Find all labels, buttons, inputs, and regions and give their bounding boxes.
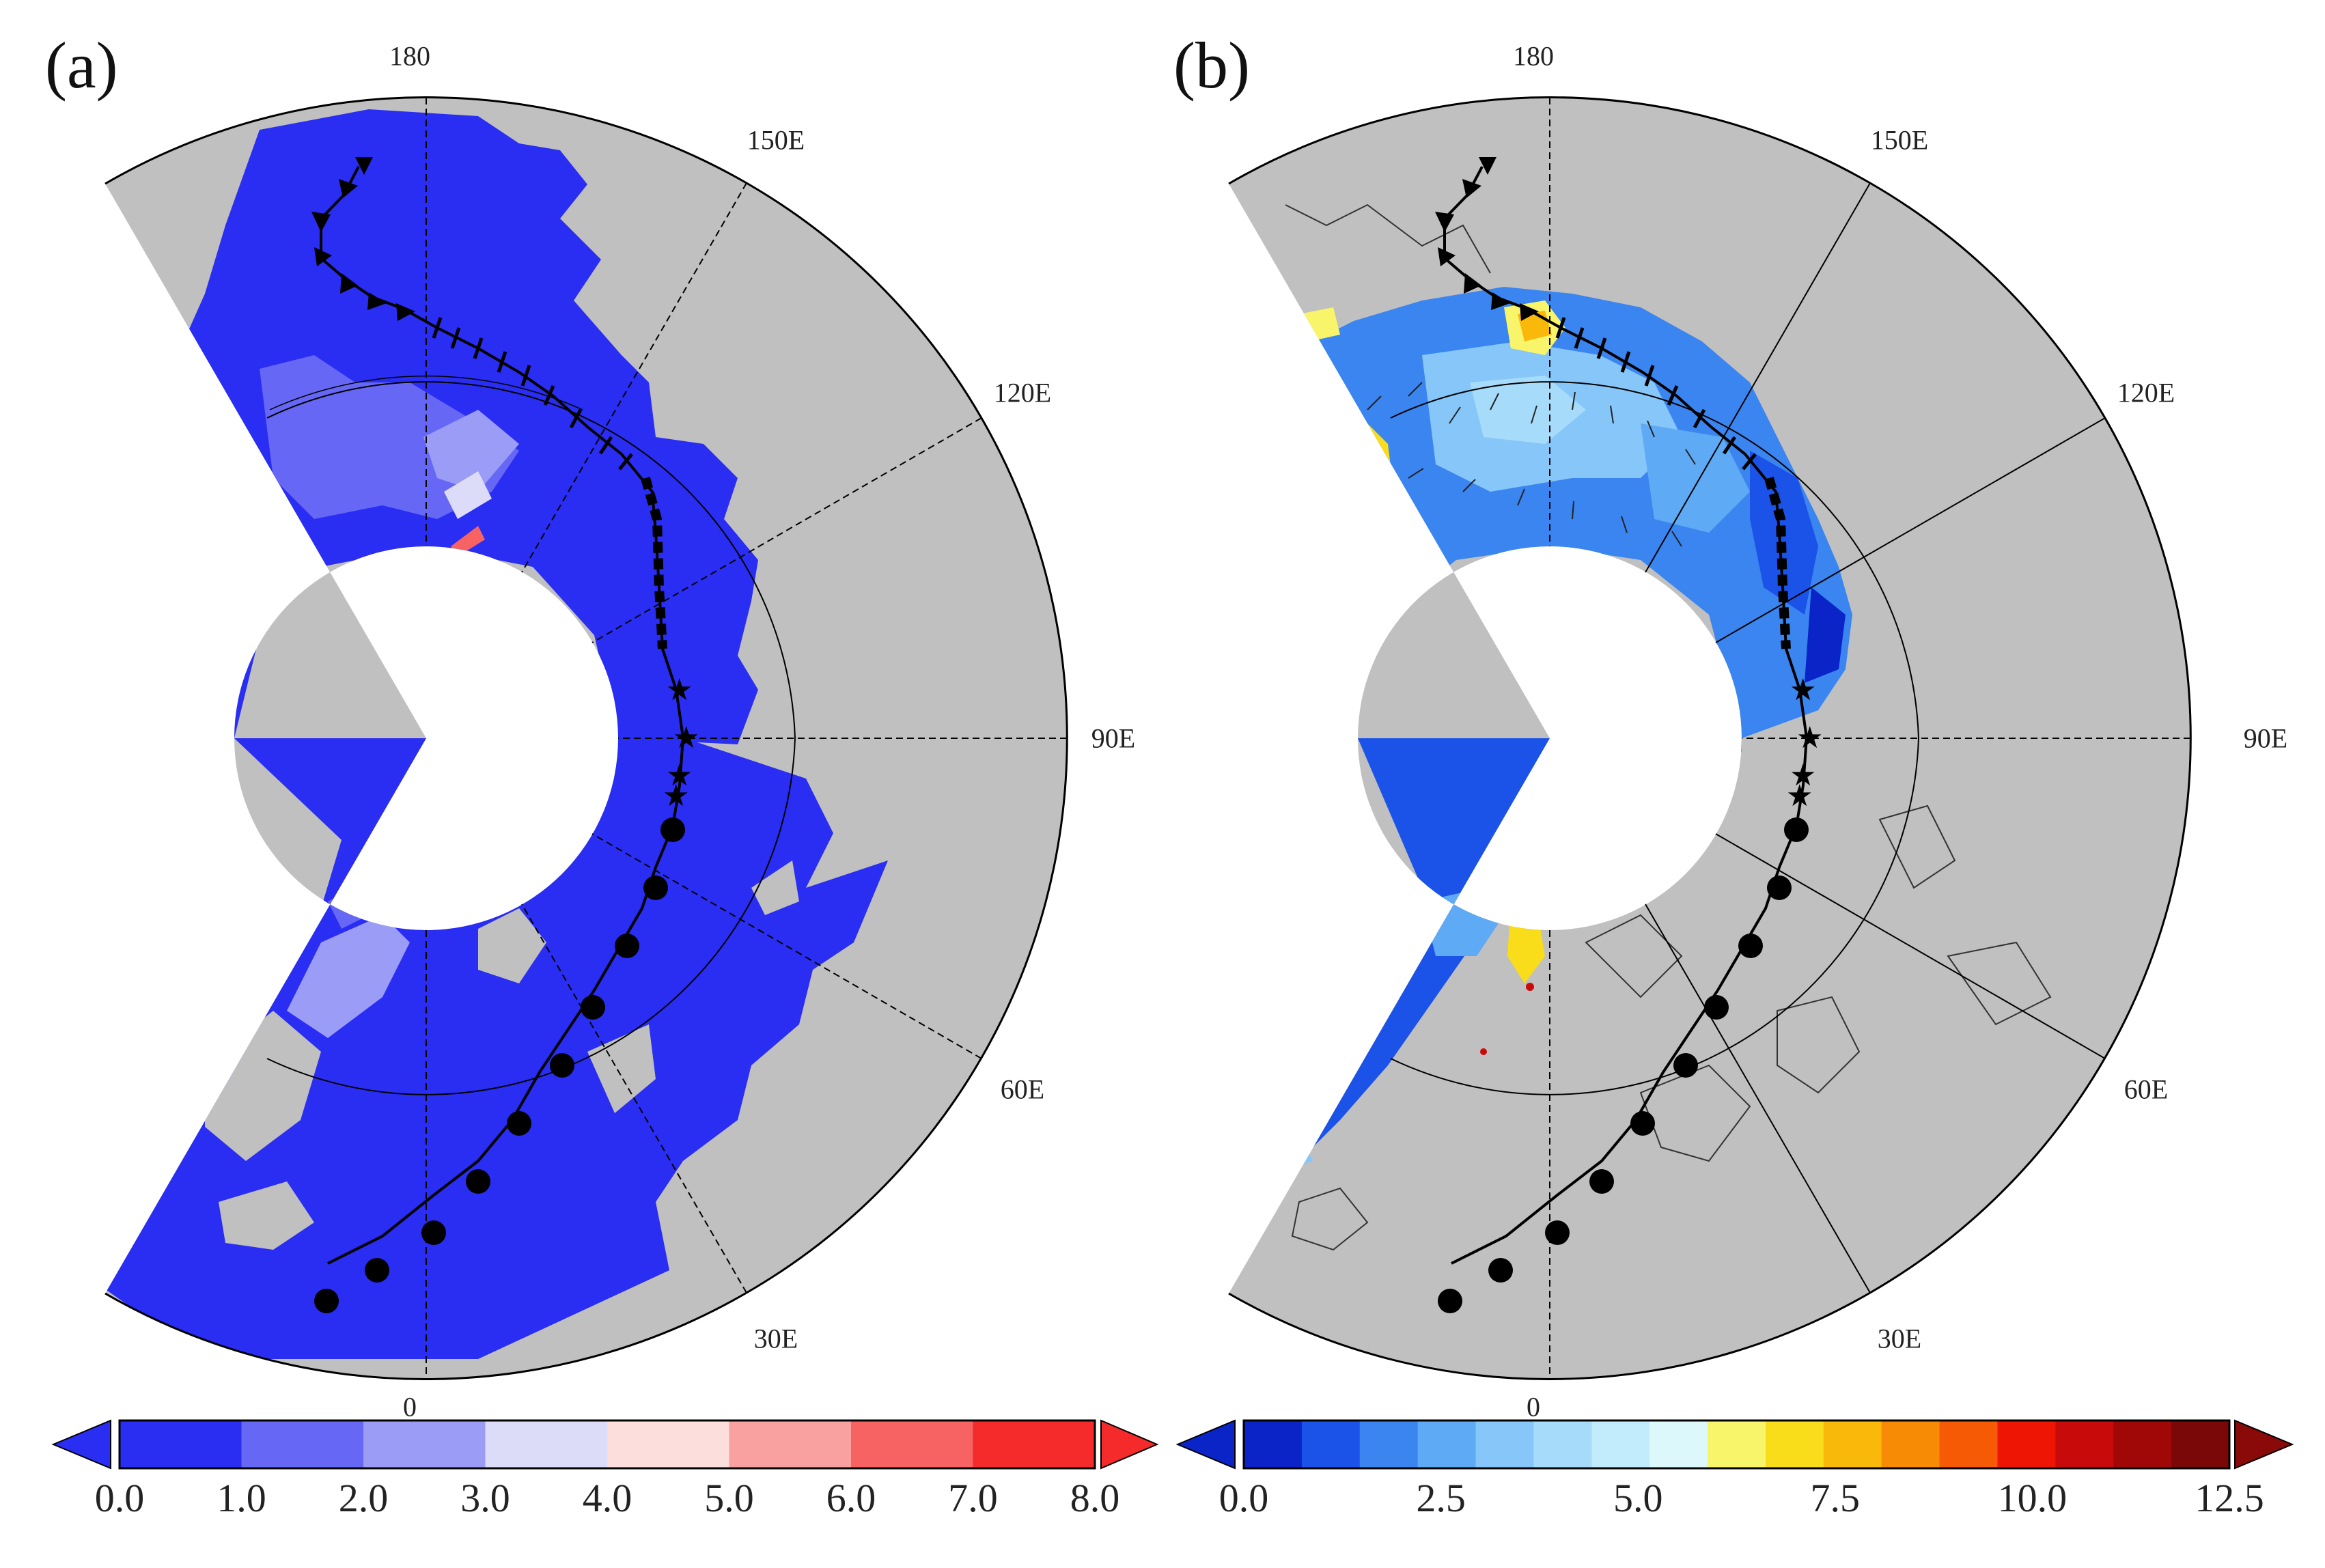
field-south — [1244, 738, 1742, 1161]
svg-text:★: ★ — [666, 758, 693, 793]
lon-label-30e: 30E — [1877, 1323, 1922, 1354]
colorbar-tick-label: 12.5 — [2195, 1476, 2264, 1520]
storm-track: ★★ ★★ — [311, 157, 699, 1313]
svg-text:★: ★ — [663, 779, 689, 813]
colorbar-cell — [1359, 1420, 1419, 1468]
colorbar-cell — [2171, 1420, 2230, 1468]
colorbar — [1175, 1419, 2294, 1470]
colorbar-cell — [1765, 1420, 1824, 1468]
colorbar-cell — [1417, 1420, 1477, 1468]
polar-map: ★★ ★★ — [1175, 96, 2294, 1470]
colorbar-tick-label: 0.0 — [1219, 1476, 1269, 1520]
colorbar-cell — [1939, 1420, 1998, 1468]
colorbar-cell — [2113, 1420, 2172, 1468]
colorbar-cell — [2055, 1420, 2114, 1468]
colorbar-tick-label: 4.0 — [582, 1476, 632, 1520]
field-north — [1285, 287, 1852, 738]
lon-label-60e: 60E — [1000, 1074, 1045, 1105]
colorbar-tick-label: 3.0 — [460, 1476, 510, 1520]
lon-label-0: 0 — [1527, 1391, 1540, 1423]
colorbar-cell — [973, 1420, 1096, 1468]
colorbar-cell — [1649, 1420, 1708, 1468]
lon-label-120e: 120E — [993, 377, 1052, 408]
panel-a: (a) — [0, 0, 1162, 1568]
colorbar-cell — [729, 1420, 852, 1468]
svg-text:★: ★ — [1786, 779, 1813, 813]
colorbar-cell — [120, 1420, 242, 1468]
colorbar-tick-label: 2.5 — [1416, 1476, 1466, 1520]
colorbar-tick-label: 10.0 — [1997, 1476, 2068, 1520]
svg-text:★: ★ — [1790, 758, 1816, 793]
colorbar-cell — [1475, 1420, 1534, 1468]
colorbar-tick-label: 7.5 — [1810, 1476, 1861, 1520]
lon-label-150e: 150E — [1870, 124, 1929, 156]
colorbar-cell — [363, 1420, 486, 1468]
panel-b: (b) — [1162, 0, 2325, 1568]
colorbar-cell — [241, 1420, 364, 1468]
storm-track: ★★ ★★ — [1367, 157, 1823, 1313]
colorbar-tick-label: 7.0 — [948, 1476, 998, 1520]
colorbar-cell — [1823, 1420, 1882, 1468]
colorbar-cell — [1244, 1420, 1303, 1468]
lon-label-30e: 30E — [753, 1323, 798, 1354]
colorbar-cell — [1301, 1420, 1361, 1468]
colorbar-tick-label: 5.0 — [704, 1476, 754, 1520]
svg-text:★: ★ — [1796, 720, 1823, 755]
graticule — [266, 98, 1067, 1379]
colorbar-cell — [1708, 1420, 1766, 1468]
lon-label-180: 180 — [389, 40, 430, 72]
lon-label-120e: 120E — [2117, 377, 2175, 408]
svg-text:★: ★ — [673, 720, 699, 755]
lon-label-150e: 150E — [747, 124, 805, 156]
lon-label-0: 0 — [403, 1391, 417, 1423]
lon-label-60e: 60E — [2124, 1074, 2169, 1105]
lon-label-90e: 90E — [1091, 723, 1136, 754]
colorbar-cell — [1997, 1420, 2056, 1468]
coastlines — [1285, 204, 2052, 1251]
panel-label: (b) — [1173, 29, 1250, 102]
lon-label-90e: 90E — [2243, 723, 2288, 754]
colorbar-cell — [851, 1420, 973, 1468]
graticule — [1390, 98, 2190, 1379]
svg-text:★: ★ — [1790, 673, 1816, 708]
colorbar-tick-label: 2.0 — [338, 1476, 389, 1520]
colorbar-cell — [1591, 1420, 1650, 1468]
colorbar-cell — [607, 1420, 729, 1468]
colorbar-cell — [1533, 1420, 1592, 1468]
colorbar-tick-label: 0.0 — [94, 1476, 145, 1520]
colorbar-cell — [485, 1420, 608, 1468]
colorbar-tick-label: 1.0 — [217, 1476, 266, 1520]
colorbar-tick-label: 5.0 — [1613, 1476, 1663, 1520]
colorbar — [51, 1419, 1159, 1470]
colorbar-tick-label: 8.0 — [1070, 1476, 1120, 1520]
polar-map: ★★ ★★ — [51, 96, 1159, 1470]
panel-label: (a) — [45, 29, 118, 102]
colorbar-tick-label: 6.0 — [826, 1476, 876, 1520]
lon-label-180: 180 — [1513, 40, 1554, 72]
svg-text:★: ★ — [666, 673, 693, 708]
colorbar-cell — [1881, 1420, 1940, 1468]
